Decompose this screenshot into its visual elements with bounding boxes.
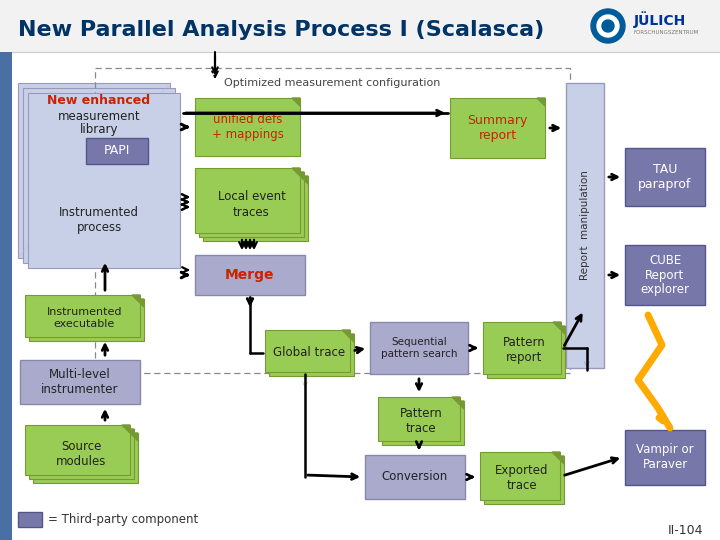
- Text: New Parallel Analysis Process I (Scalasca): New Parallel Analysis Process I (Scalasc…: [18, 20, 544, 40]
- Bar: [0, 0, 12, 540]
- Polygon shape: [132, 295, 140, 303]
- Circle shape: [591, 9, 625, 43]
- Text: Instrumented: Instrumented: [59, 206, 139, 219]
- Text: PAPI: PAPI: [104, 145, 130, 158]
- Polygon shape: [296, 172, 304, 180]
- Bar: [484, 456, 564, 504]
- Bar: [29, 299, 144, 341]
- Text: library: library: [80, 123, 118, 136]
- Text: Vampir or
Paraver: Vampir or Paraver: [636, 443, 694, 471]
- Text: Merge: Merge: [225, 268, 275, 282]
- Circle shape: [597, 15, 619, 37]
- Bar: [28, 93, 180, 268]
- Bar: [566, 83, 604, 368]
- Bar: [25, 425, 130, 475]
- Text: = Third-party component: = Third-party component: [48, 512, 198, 525]
- Bar: [25, 295, 140, 337]
- Bar: [378, 397, 460, 441]
- Polygon shape: [452, 397, 460, 405]
- Text: Global trace: Global trace: [274, 347, 346, 360]
- Text: unified defs
+ mappings: unified defs + mappings: [212, 113, 284, 141]
- Bar: [625, 148, 705, 206]
- Bar: [483, 322, 561, 374]
- Bar: [203, 176, 308, 241]
- Bar: [86, 138, 148, 164]
- Bar: [199, 172, 304, 237]
- Polygon shape: [557, 326, 565, 334]
- Bar: [33, 433, 138, 483]
- Text: measurement: measurement: [58, 110, 140, 123]
- Polygon shape: [556, 456, 564, 464]
- Bar: [18, 83, 170, 258]
- Bar: [370, 322, 468, 374]
- Bar: [269, 334, 354, 376]
- Text: CUBE
Report
explorer: CUBE Report explorer: [641, 253, 690, 296]
- Text: Multi-level
instrumenter: Multi-level instrumenter: [41, 368, 119, 396]
- Polygon shape: [136, 299, 144, 307]
- Text: TAU
paraprof: TAU paraprof: [639, 163, 692, 191]
- Bar: [480, 452, 560, 500]
- Bar: [625, 430, 705, 485]
- Text: New enhanced: New enhanced: [48, 94, 150, 107]
- Text: Exported
trace: Exported trace: [495, 464, 549, 492]
- Circle shape: [602, 20, 614, 32]
- Bar: [625, 245, 705, 305]
- Bar: [195, 255, 305, 295]
- Text: Sequential
pattern search: Sequential pattern search: [381, 337, 457, 359]
- Text: Summary
report: Summary report: [467, 114, 528, 142]
- Bar: [23, 88, 175, 263]
- Polygon shape: [537, 98, 545, 106]
- Bar: [365, 455, 465, 499]
- Text: Pattern
report: Pattern report: [503, 336, 545, 364]
- Polygon shape: [346, 334, 354, 342]
- Polygon shape: [300, 176, 308, 184]
- Text: Local event
traces: Local event traces: [217, 191, 285, 219]
- Bar: [382, 401, 464, 445]
- Text: Pattern
trace: Pattern trace: [400, 407, 442, 435]
- Text: Conversion: Conversion: [382, 470, 448, 483]
- Polygon shape: [126, 429, 134, 437]
- Text: JÜLICH: JÜLICH: [634, 11, 686, 29]
- Polygon shape: [292, 98, 300, 106]
- Text: process: process: [76, 221, 122, 234]
- Bar: [95, 68, 570, 373]
- Text: Source
modules: Source modules: [56, 440, 107, 468]
- Text: II-104: II-104: [667, 523, 703, 537]
- Polygon shape: [456, 401, 464, 409]
- Bar: [265, 330, 350, 372]
- Polygon shape: [292, 168, 300, 176]
- Bar: [18, 512, 42, 527]
- Polygon shape: [122, 425, 130, 433]
- Bar: [487, 326, 565, 378]
- Text: FORSCHUNGSZENTRUM: FORSCHUNGSZENTRUM: [634, 30, 699, 36]
- Text: Optimized measurement configuration: Optimized measurement configuration: [225, 78, 441, 88]
- Bar: [20, 360, 140, 404]
- Text: Report  manipulation: Report manipulation: [580, 171, 590, 280]
- Bar: [0, 0, 720, 52]
- Polygon shape: [130, 433, 138, 441]
- Bar: [450, 98, 545, 158]
- Bar: [195, 98, 300, 156]
- Polygon shape: [342, 330, 350, 338]
- Bar: [195, 168, 300, 233]
- Polygon shape: [553, 322, 561, 330]
- Text: Instrumented
executable: Instrumented executable: [47, 307, 122, 329]
- Polygon shape: [552, 452, 560, 460]
- Bar: [29, 429, 134, 479]
